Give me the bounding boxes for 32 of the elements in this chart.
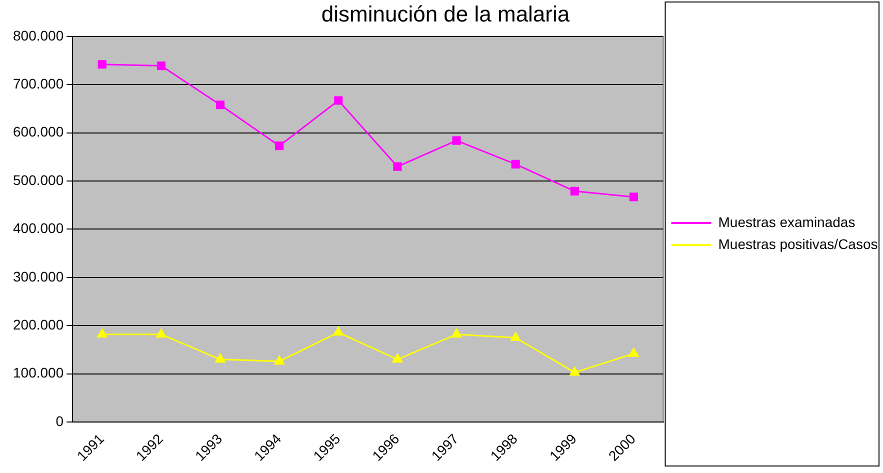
point	[216, 100, 225, 110]
point	[511, 160, 520, 168]
point	[97, 328, 108, 338]
point	[629, 192, 638, 202]
y-tick-label: 400.000	[12, 220, 64, 236]
legend-label: Muestras positivas/Casos	[718, 236, 878, 252]
y-tick-label: 300.000	[12, 268, 64, 284]
point	[570, 186, 579, 196]
point	[452, 136, 461, 145]
point	[392, 354, 403, 363]
point	[334, 96, 343, 105]
legend-label: Muestras examinadas	[718, 214, 856, 230]
point	[628, 348, 639, 357]
y-tick-label: 200.000	[12, 316, 64, 333]
point	[570, 366, 580, 376]
point	[215, 354, 226, 363]
point	[393, 162, 402, 171]
y-tick-label: 0	[56, 412, 64, 429]
point	[510, 332, 521, 341]
point	[156, 62, 166, 70]
y-tick-label: 500.000	[12, 172, 64, 188]
y-tick-label: 600.000	[12, 124, 64, 140]
y-tick-label: 100.000	[12, 364, 64, 381]
point	[333, 326, 344, 336]
chart-title: disminución de la malaria	[321, 1, 570, 26]
point	[451, 328, 462, 338]
point	[156, 328, 166, 338]
point	[275, 142, 284, 150]
y-tick-label: 700.000	[12, 75, 64, 92]
point	[274, 356, 284, 365]
y-tick-label: 800.000	[12, 27, 64, 44]
point	[98, 60, 106, 69]
